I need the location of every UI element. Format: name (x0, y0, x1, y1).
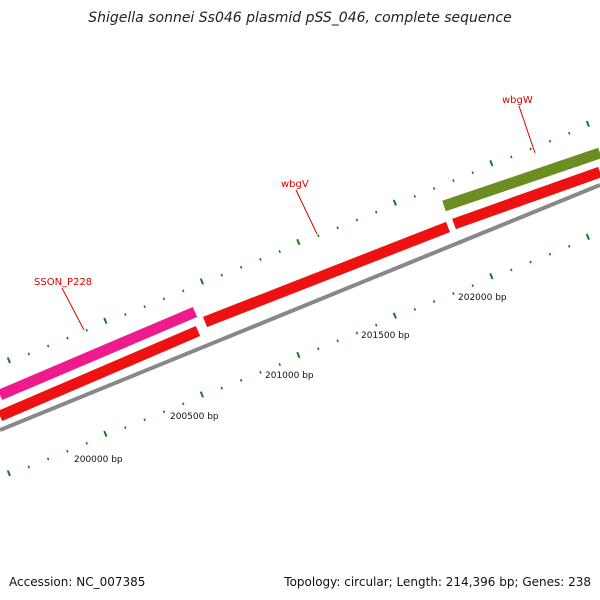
tick-mark (568, 244, 571, 248)
bp-label-200000: 200000 bp (74, 455, 123, 465)
tick-mark (529, 147, 532, 151)
tick-mark (66, 449, 69, 453)
tick-mark (46, 344, 50, 348)
topology-summary: Topology: circular; Length: 214,396 bp; … (284, 575, 591, 589)
tick-mark (375, 210, 378, 214)
tick-mark (585, 120, 590, 127)
tick-mark (296, 238, 301, 246)
tick-mark (392, 199, 397, 206)
tick-mark (432, 187, 436, 190)
tick-mark (27, 465, 31, 469)
backbone-line (0, 183, 600, 432)
pointer-wbgv (295, 189, 318, 235)
tick-mark (510, 268, 513, 272)
tick-mark (182, 402, 185, 406)
bp-label-202000: 202000 bp (458, 293, 507, 303)
tick-mark (529, 260, 532, 264)
tick-mark (124, 426, 127, 430)
tick-mark (296, 351, 301, 359)
tick-mark (239, 378, 243, 382)
tick-mark (162, 410, 166, 414)
feature-red-2 (202, 221, 451, 328)
tick-mark (510, 155, 513, 159)
tick-mark (336, 226, 339, 230)
tick-mark (548, 139, 552, 143)
upper-tick-row (6, 120, 590, 364)
bp-label-201500: 201500 bp (361, 331, 410, 341)
tick-mark (452, 179, 455, 183)
tick-mark (317, 347, 320, 351)
tick-mark (143, 305, 146, 309)
tick-mark (103, 317, 108, 324)
tick-mark (6, 470, 11, 477)
tick-mark (27, 352, 31, 356)
tick-mark (375, 323, 378, 327)
tick-mark (548, 252, 552, 256)
tick-mark (568, 131, 571, 135)
pointer-wbgw (518, 105, 536, 154)
lower-tick-row (6, 233, 590, 477)
tick-mark (220, 386, 224, 390)
tick-mark (6, 357, 11, 364)
tick-mark (220, 273, 224, 277)
tick-mark (278, 250, 281, 253)
tick-mark (46, 457, 50, 461)
tick-mark (162, 297, 166, 301)
tick-mark (259, 370, 262, 374)
gene-label-wbgv[interactable]: wbgV (281, 179, 309, 190)
tick-mark (489, 160, 494, 167)
tick-mark (124, 313, 127, 317)
tick-mark (392, 312, 397, 319)
map-title: Shigella sonnei Ss046 plasmid pSS_046, c… (88, 10, 512, 26)
tick-mark (85, 328, 88, 332)
tick-mark (66, 336, 69, 340)
tick-mark (471, 171, 474, 175)
tick-mark (336, 339, 339, 343)
gene-label-wbgw[interactable]: wbgW (502, 95, 533, 106)
tick-mark (471, 284, 474, 288)
tick-mark (259, 257, 262, 261)
tick-mark (452, 292, 455, 296)
tick-mark (103, 430, 108, 437)
tick-mark (182, 289, 185, 293)
tick-mark (355, 218, 359, 222)
bp-label-201000: 201000 bp (265, 371, 314, 381)
tick-mark (489, 273, 494, 280)
tick-mark (278, 363, 281, 366)
bp-label-200500: 200500 bp (170, 412, 219, 422)
feature-red-3 (452, 166, 600, 230)
tick-mark (317, 234, 320, 238)
tick-mark (199, 278, 204, 285)
feature-red-1 (0, 325, 201, 422)
tick-mark (143, 418, 146, 422)
gene-label-sson-p228[interactable]: SSON_P228 (34, 277, 92, 288)
gene-sson-p228-bar[interactable] (0, 306, 198, 401)
gene-wbgw-bar[interactable] (442, 147, 600, 212)
tick-mark (199, 391, 204, 398)
tick-mark (239, 265, 243, 269)
tick-mark (585, 233, 590, 240)
tick-mark (85, 441, 88, 445)
accession-text: Accession: NC_007385 (9, 575, 146, 589)
tick-mark (413, 307, 417, 311)
tick-mark (355, 331, 359, 335)
pointer-sson-p228 (61, 287, 85, 331)
tick-mark (413, 194, 417, 198)
tick-mark (432, 300, 436, 303)
